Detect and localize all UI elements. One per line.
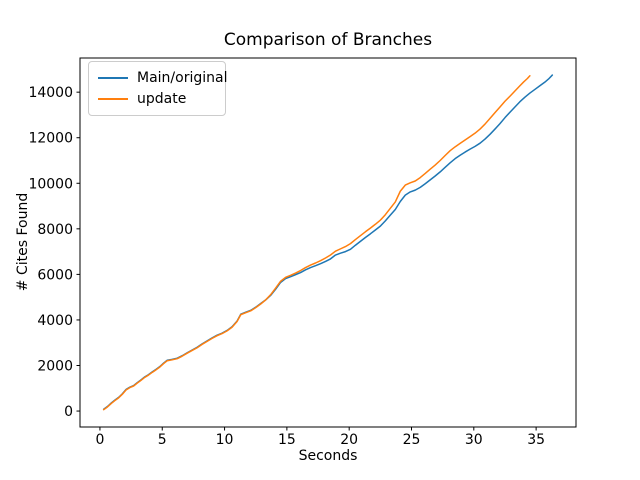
- axes-layer: 0 5 10 15 20 25 30 35 0 2000 4000 6000 8000 10000 1200…: [28, 57, 577, 448]
- x-tick-label: 30: [465, 432, 483, 448]
- series-line-main-original: [102, 74, 554, 410]
- legend-line-swatch-icon: [98, 97, 128, 100]
- legend-item-update: update: [98, 88, 216, 109]
- legend-box: Main/original update: [88, 61, 227, 116]
- y-tick-label: 4000: [37, 313, 73, 329]
- series-line-update: [102, 75, 531, 411]
- y-tick-label: 10000: [28, 176, 73, 192]
- x-tick-label: 35: [527, 432, 545, 448]
- y-tick-label: 6000: [37, 267, 73, 283]
- x-axis-label: Seconds: [298, 448, 358, 464]
- y-tick-label: 12000: [28, 131, 73, 147]
- chart-title: Comparison of Branches: [223, 30, 433, 50]
- y-tick-label: 0: [64, 404, 73, 420]
- x-tick-label: 20: [340, 432, 358, 448]
- legend-label: Main/original: [137, 69, 228, 86]
- x-tick-label: 0: [95, 432, 104, 448]
- y-tick-label: 2000: [37, 359, 73, 375]
- axes-spines: [79, 57, 577, 428]
- legend-line-swatch-icon: [98, 76, 128, 79]
- x-tick-label: 25: [403, 432, 421, 448]
- y-tick-label: 8000: [37, 222, 73, 238]
- x-tick-label: 5: [158, 432, 167, 448]
- x-tick-label: 10: [216, 432, 234, 448]
- legend-item-main-original: Main/original: [98, 67, 227, 88]
- legend-label: update: [137, 90, 187, 107]
- x-tick-label: 15: [278, 432, 296, 448]
- y-tick-label: 14000: [28, 85, 73, 101]
